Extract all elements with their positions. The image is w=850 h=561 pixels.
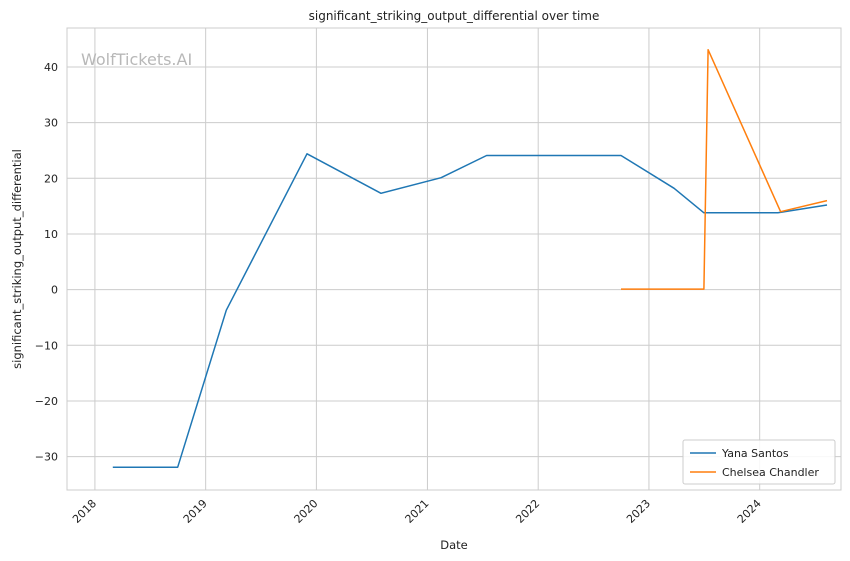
y-tick-label: −10 xyxy=(35,339,58,352)
chart-title: significant_striking_output_differential… xyxy=(309,9,600,23)
legend-label-yana-santos: Yana Santos xyxy=(721,447,789,460)
x-axis-label: Date xyxy=(440,538,468,552)
y-tick-label: 10 xyxy=(44,228,58,241)
watermark: WolfTickets.AI xyxy=(81,50,192,69)
y-axis-label: significant_striking_output_differential xyxy=(10,149,24,369)
grid xyxy=(67,28,841,490)
y-tick-labels: −30 −20 −10 0 10 20 30 40 xyxy=(35,61,58,464)
y-tick-label: 20 xyxy=(44,172,58,185)
y-tick-label: 30 xyxy=(44,117,58,130)
y-tick-label: −30 xyxy=(35,451,58,464)
y-tick-label: 40 xyxy=(44,61,58,74)
legend-box xyxy=(682,439,836,485)
plot-frame xyxy=(66,27,842,491)
legend: Yana Santos Chelsea Chandler xyxy=(682,439,836,485)
series-layer xyxy=(112,48,828,468)
y-tick-label: −20 xyxy=(35,395,58,408)
y-tick-label: 0 xyxy=(51,284,58,297)
series-line-yana-santos xyxy=(112,153,828,468)
series-line-chelsea-chandler xyxy=(621,48,828,290)
legend-label-chelsea-chandler: Chelsea Chandler xyxy=(722,466,819,479)
